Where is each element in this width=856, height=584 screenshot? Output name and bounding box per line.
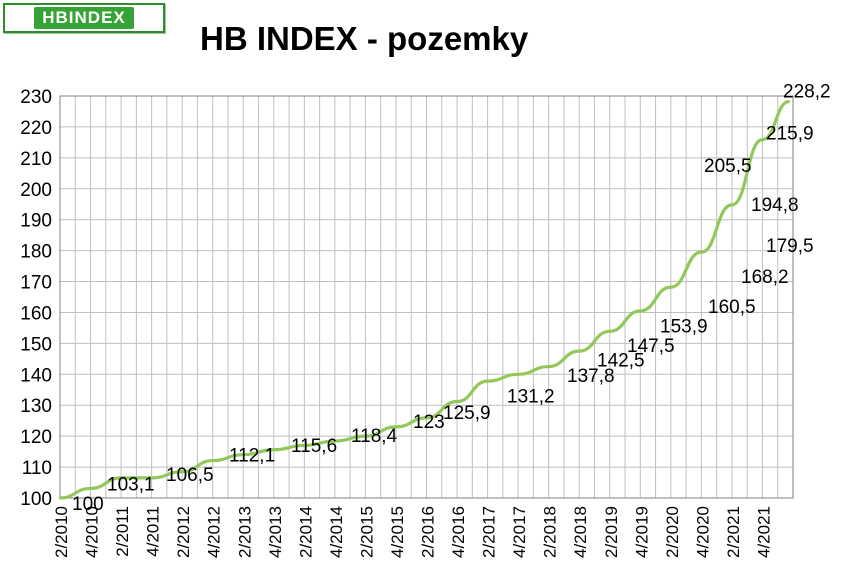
data-label: 100 bbox=[72, 494, 104, 515]
x-tick-label: 4/2011 bbox=[144, 506, 163, 557]
x-tick-label: 4/2016 bbox=[449, 506, 468, 558]
data-point bbox=[364, 434, 367, 438]
y-tick-label: 100 bbox=[20, 489, 52, 510]
data-point bbox=[578, 349, 581, 353]
data-label: 115,6 bbox=[291, 436, 337, 457]
y-tick-label: 140 bbox=[20, 365, 52, 386]
data-label: 112,1 bbox=[229, 446, 275, 467]
x-tick-label: 4/2019 bbox=[632, 506, 651, 558]
y-tick-label: 150 bbox=[20, 334, 52, 355]
data-point bbox=[547, 365, 550, 368]
x-tick-label: 4/2020 bbox=[693, 506, 712, 558]
data-label: 137,8 bbox=[567, 366, 615, 387]
data-label: 131,2 bbox=[507, 387, 555, 408]
x-tick-label: 4/2012 bbox=[205, 506, 224, 558]
x-tick-label: 2/2016 bbox=[419, 506, 438, 558]
data-point bbox=[242, 453, 245, 456]
x-tick-label: 4/2015 bbox=[388, 506, 407, 558]
data-label: 215,9 bbox=[766, 124, 814, 145]
data-point bbox=[761, 138, 764, 141]
hbindex-logo: HBINDEX bbox=[3, 3, 165, 33]
y-tick-label: 170 bbox=[20, 273, 52, 294]
data-point bbox=[303, 444, 306, 447]
x-tick-label: 2/2010 bbox=[52, 506, 71, 558]
data-label: 147,5 bbox=[627, 336, 675, 357]
y-tick-label: 190 bbox=[20, 211, 52, 232]
data-point bbox=[639, 309, 642, 313]
data-point bbox=[272, 448, 275, 451]
x-tick-label: 2/2011 bbox=[113, 506, 132, 557]
y-tick-label: 230 bbox=[20, 87, 52, 108]
data-point bbox=[150, 476, 153, 480]
data-label: 125,9 bbox=[443, 403, 491, 424]
x-tick-label: 2/2017 bbox=[480, 506, 499, 558]
data-label: 123 bbox=[413, 412, 445, 433]
x-tick-label: 4/2021 bbox=[754, 506, 773, 558]
data-point bbox=[119, 476, 123, 480]
data-point bbox=[333, 439, 337, 443]
x-tick-label: 2/2020 bbox=[663, 506, 682, 558]
plot-frame bbox=[59, 95, 794, 499]
data-point bbox=[455, 400, 459, 403]
data-label: 106,5 bbox=[166, 465, 214, 486]
data-point bbox=[787, 100, 791, 103]
x-tick-label: 4/2013 bbox=[266, 506, 285, 558]
y-tick-label: 130 bbox=[20, 396, 52, 417]
y-tick-label: 110 bbox=[22, 458, 52, 479]
data-label: 228,2 bbox=[783, 82, 831, 103]
data-label: 179,5 bbox=[766, 236, 814, 257]
data-label: 168,2 bbox=[741, 267, 789, 288]
data-point bbox=[58, 496, 62, 500]
data-point bbox=[89, 487, 92, 490]
y-tick-label: 120 bbox=[20, 427, 52, 448]
x-tick-label: 4/2017 bbox=[510, 506, 529, 558]
data-point bbox=[425, 416, 428, 420]
data-label: 142,5 bbox=[597, 351, 645, 372]
data-point bbox=[180, 470, 184, 473]
data-point bbox=[608, 330, 611, 333]
data-label: 153,9 bbox=[660, 316, 708, 337]
y-tick-label: 210 bbox=[20, 149, 52, 170]
data-label: 118,4 bbox=[351, 426, 398, 447]
data-label: 205,5 bbox=[704, 156, 752, 177]
y-tick-label: 200 bbox=[20, 180, 52, 201]
x-tick-label: 2/2021 bbox=[724, 506, 743, 558]
chart-title: HB INDEX - pozemky bbox=[200, 20, 529, 57]
x-tick-label: 2/2015 bbox=[357, 506, 376, 558]
y-tick-label: 160 bbox=[20, 303, 52, 324]
data-point bbox=[394, 425, 398, 429]
y-tick-label: 220 bbox=[20, 118, 52, 139]
data-label: 194,8 bbox=[751, 195, 799, 216]
data-label: 103,1 bbox=[107, 474, 155, 495]
data-point bbox=[669, 285, 673, 289]
x-tick-label: 2/2014 bbox=[296, 506, 315, 558]
x-tick-label: 2/2018 bbox=[541, 506, 560, 558]
y-tick-label: 180 bbox=[20, 242, 52, 263]
x-tick-label: 4/2018 bbox=[571, 506, 590, 558]
x-tick-label: 2/2012 bbox=[174, 506, 193, 558]
data-point bbox=[486, 379, 489, 383]
data-point bbox=[730, 203, 734, 207]
logo-text: HBINDEX bbox=[34, 7, 134, 29]
data-point bbox=[211, 459, 214, 462]
x-tick-label: 4/2014 bbox=[327, 506, 346, 558]
data-label: 160,5 bbox=[708, 297, 756, 318]
data-point bbox=[700, 250, 703, 254]
x-tick-label: 4/2010 bbox=[83, 506, 102, 558]
data-point bbox=[516, 373, 520, 376]
x-tick-label: 2/2019 bbox=[602, 506, 621, 558]
x-tick-label: 2/2013 bbox=[235, 506, 254, 558]
